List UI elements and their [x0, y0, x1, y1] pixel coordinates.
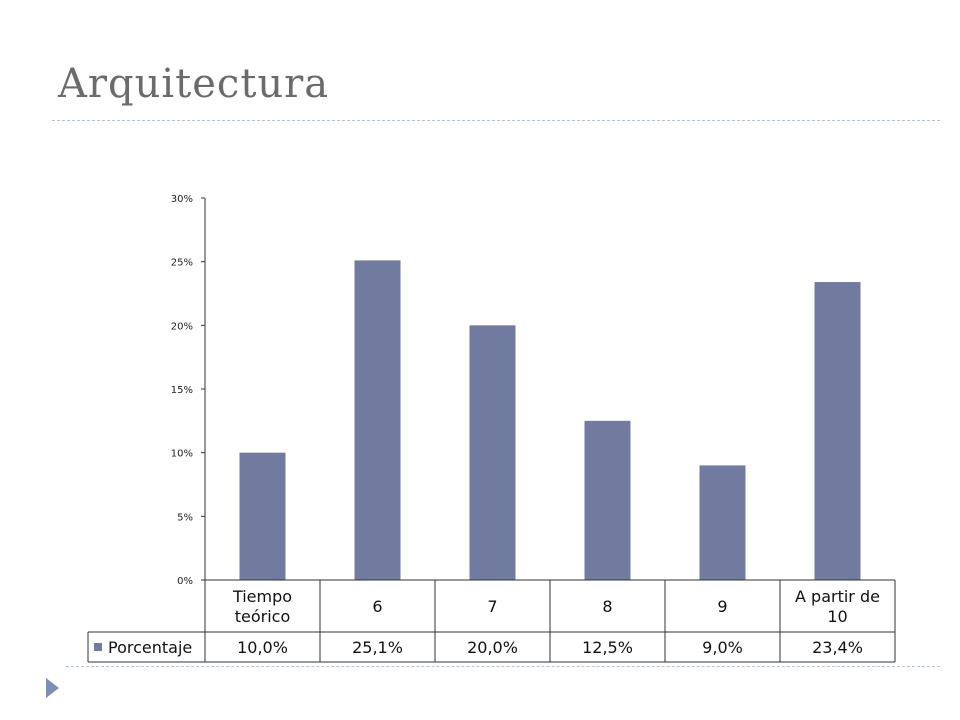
y-tick-label: 30%: [171, 194, 193, 205]
slide-title: Arquitectura: [58, 61, 330, 107]
category-label: 8: [602, 597, 612, 616]
category-label: 6: [372, 597, 382, 616]
footer-divider: [66, 666, 940, 667]
category-label: Tiempo teórico: [232, 587, 292, 626]
data-value-label: 10,0%: [237, 638, 288, 657]
bar: [814, 282, 861, 580]
y-tick-label: 25%: [171, 258, 193, 269]
bar: [699, 465, 746, 580]
bar: [239, 452, 286, 580]
y-axis: 0% 5% 10% 15% 20% 25% 30%: [171, 194, 206, 587]
y-tick-label: 5%: [177, 512, 193, 523]
data-value-label: 20,0%: [467, 638, 518, 657]
y-tick-label: 0%: [177, 576, 193, 587]
slide-bullet-arrow-icon: [46, 678, 59, 698]
y-tick-label: 15%: [171, 385, 193, 396]
data-value-label: 9,0%: [702, 638, 743, 657]
bar: [584, 420, 631, 580]
data-value-label: 12,5%: [582, 638, 633, 657]
category-label: A partir de 10: [795, 587, 880, 626]
category-label: 7: [487, 597, 497, 616]
y-tick-label: 20%: [171, 321, 193, 332]
bar: [354, 260, 401, 580]
legend-series-name: Porcentaje: [108, 638, 192, 657]
y-tick-label: 10%: [171, 449, 193, 460]
data-value-label: 25,1%: [352, 638, 403, 657]
data-table: Tiempo teórico 6 7 8 9 A partir de 10 Porcentaje…: [87, 579, 896, 663]
bar: [469, 325, 516, 580]
category-label: 9: [717, 597, 727, 616]
title-divider: [52, 120, 940, 121]
bars: [239, 260, 861, 580]
legend-key: [94, 643, 102, 651]
data-value-label: 23,4%: [812, 638, 863, 657]
